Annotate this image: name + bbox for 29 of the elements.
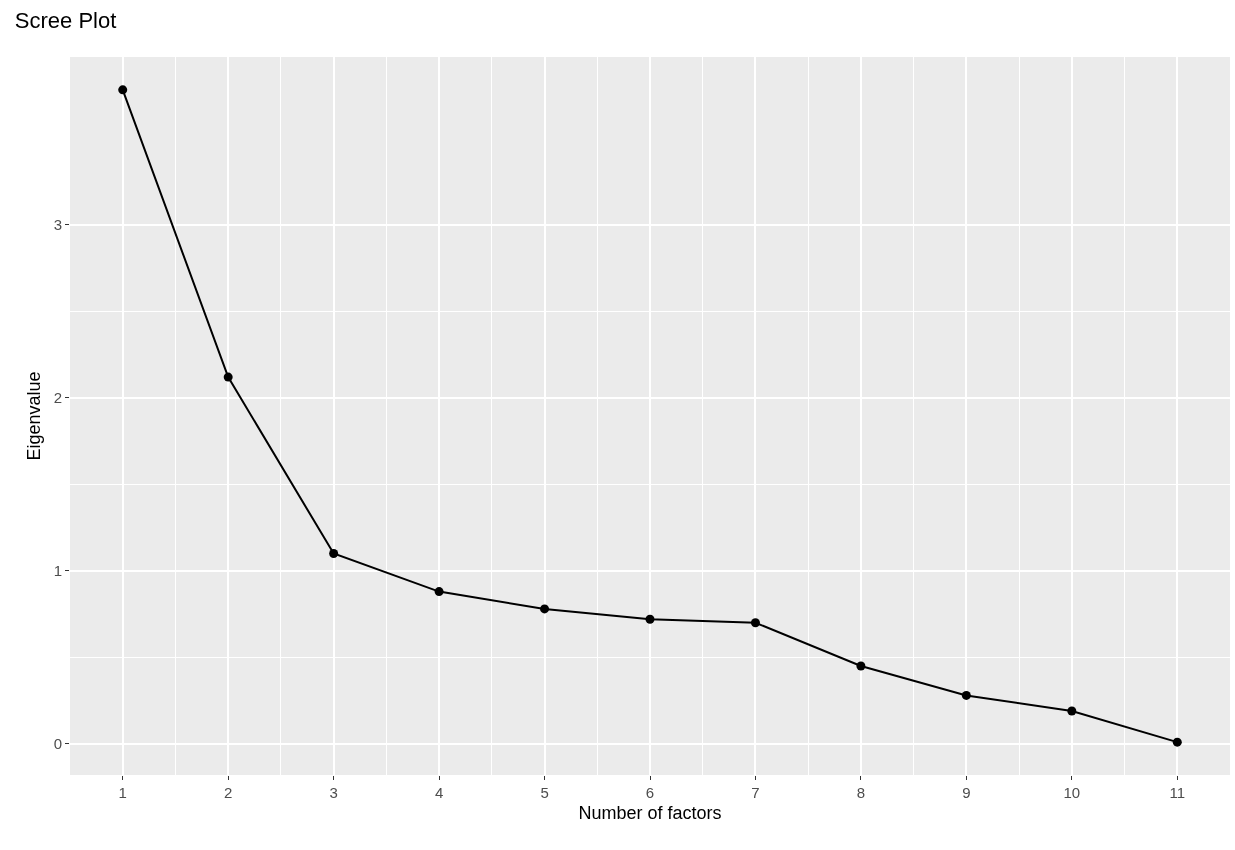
- point: [645, 614, 655, 624]
- y-tick-label: 1: [53, 562, 62, 580]
- point: [434, 587, 444, 597]
- x-tick-label: 4: [434, 784, 444, 801]
- y-tick-label: 3: [53, 216, 62, 234]
- chart-title: Scree Plot: [14, 8, 117, 34]
- point: [118, 85, 128, 95]
- x-tick-label: 3: [329, 784, 338, 801]
- point: [961, 690, 971, 700]
- point: [856, 661, 866, 671]
- x-tick-label: 5: [540, 784, 549, 801]
- point: [1172, 737, 1182, 747]
- x-axis-title: Number of factors: [578, 803, 722, 824]
- y-tick-label: 0: [53, 735, 62, 753]
- x-tick-label: 1: [118, 784, 127, 801]
- y-tick-label: 2: [53, 389, 62, 407]
- y-axis-title: Eigenvalue: [23, 371, 44, 461]
- x-tick-label: 9: [962, 784, 971, 801]
- x-tick-label: 7: [751, 784, 760, 801]
- point: [540, 604, 550, 614]
- point: [329, 549, 339, 559]
- x-tick-label: 10: [1063, 784, 1081, 801]
- x-tick-label: 11: [1169, 784, 1186, 801]
- point: [1067, 706, 1077, 716]
- x-tick-label: 8: [856, 784, 866, 801]
- point: [750, 618, 760, 628]
- x-tick-label: 2: [224, 784, 233, 801]
- x-tick-label: 6: [645, 784, 655, 801]
- point: [223, 372, 233, 382]
